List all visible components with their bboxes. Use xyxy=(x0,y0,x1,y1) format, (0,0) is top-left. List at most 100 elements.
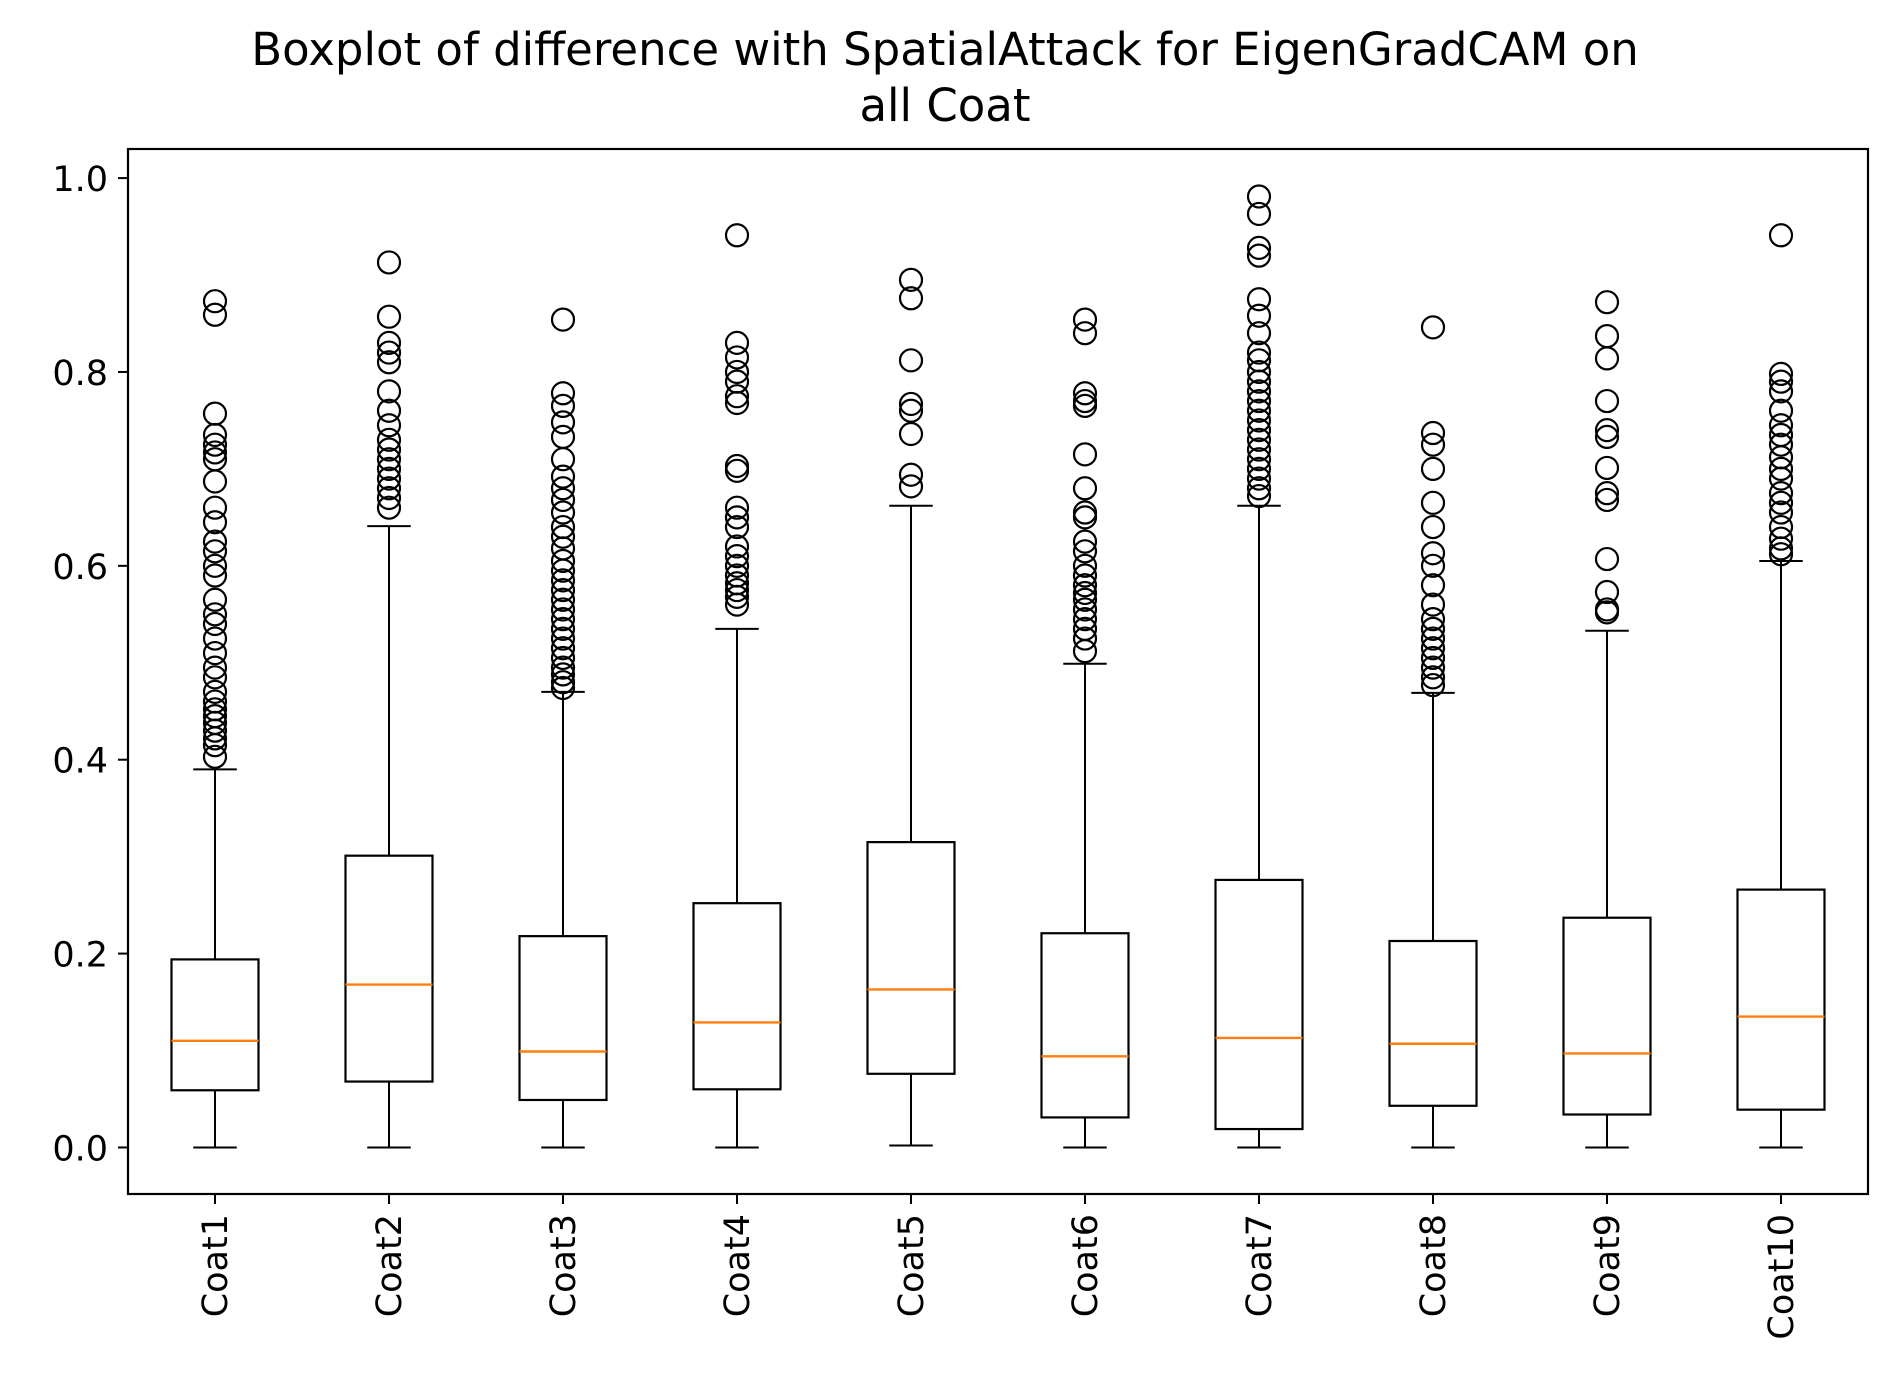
outlier-point xyxy=(550,381,576,406)
outlier-point xyxy=(1246,287,1272,312)
outlier-point xyxy=(202,611,228,637)
x-tick-label: Coat7 xyxy=(1240,1214,1280,1317)
outlier-point xyxy=(724,577,750,603)
outlier-point xyxy=(550,424,576,450)
y-tick-label: 0.0 xyxy=(52,1129,108,1169)
outlier-point xyxy=(724,534,750,559)
y-tick-label: 1.0 xyxy=(52,160,108,200)
outlier-point xyxy=(724,223,750,248)
outlier-point xyxy=(1420,432,1446,457)
outlier-point xyxy=(898,267,924,292)
outlier-point xyxy=(1246,466,1272,491)
outlier-point xyxy=(724,495,750,520)
outlier-point xyxy=(1072,607,1098,632)
outlier-point xyxy=(898,391,924,417)
outlier-point xyxy=(1246,379,1272,404)
outlier-point xyxy=(550,548,576,574)
box xyxy=(1562,916,1652,1116)
outlier-point xyxy=(1594,323,1620,349)
outlier-point xyxy=(1420,420,1446,446)
outlier-point xyxy=(376,340,402,365)
outlier-point xyxy=(898,462,924,487)
box xyxy=(1214,878,1304,1131)
outlier-point xyxy=(376,250,402,275)
outlier-point xyxy=(202,539,228,564)
y-tick-label: 0.6 xyxy=(52,548,108,588)
outlier-point xyxy=(1072,597,1098,622)
outlier-point xyxy=(724,453,750,479)
outlier-point xyxy=(202,587,228,612)
outlier-point xyxy=(376,456,402,481)
outlier-point xyxy=(1072,539,1098,564)
outlier-point xyxy=(202,432,228,457)
outlier-point xyxy=(202,553,228,578)
outlier-point xyxy=(1768,432,1794,457)
outlier-point xyxy=(202,422,228,448)
outlier-point xyxy=(202,401,228,426)
outlier-point xyxy=(1246,303,1272,328)
outlier-point xyxy=(202,440,228,465)
outlier-point xyxy=(1072,307,1098,332)
outlier-point xyxy=(1594,579,1620,605)
outlier-point xyxy=(1768,361,1794,386)
outlier-point xyxy=(1420,514,1446,540)
outlier-point xyxy=(1420,573,1446,598)
y-tick-label: 0.2 xyxy=(52,936,108,976)
x-tick-label: Coat8 xyxy=(1414,1214,1454,1317)
chart-title: Boxplot of difference with SpatialAttack… xyxy=(0,22,1890,134)
outlier-point xyxy=(1246,447,1272,472)
outlier-point xyxy=(550,464,576,489)
outlier-point xyxy=(1768,456,1794,481)
outlier-point xyxy=(898,421,924,447)
outlier-point xyxy=(550,393,576,418)
outlier-point xyxy=(898,348,924,373)
box xyxy=(866,841,956,1075)
outlier-point xyxy=(550,645,576,671)
outlier-point xyxy=(376,379,402,404)
outlier-point xyxy=(202,289,228,314)
outlier-point xyxy=(550,558,576,583)
outlier-point xyxy=(1768,379,1794,404)
outlier-point xyxy=(376,330,402,355)
chart-title-line-2: all Coat xyxy=(859,79,1031,132)
outlier-point xyxy=(898,286,924,311)
outlier-point xyxy=(376,476,402,501)
outlier-point xyxy=(1768,500,1794,525)
outlier-point xyxy=(1420,655,1446,680)
outlier-point xyxy=(1072,587,1098,612)
outlier-point xyxy=(550,447,576,472)
outlier-point xyxy=(1768,413,1794,438)
outlier-point xyxy=(1420,626,1446,651)
outlier-point xyxy=(202,733,228,758)
outlier-point xyxy=(1420,665,1446,690)
box xyxy=(1736,888,1826,1111)
outlier-point xyxy=(376,304,402,329)
outlier-point xyxy=(202,563,228,588)
outlier-point xyxy=(550,577,576,603)
outlier-point xyxy=(724,505,750,530)
outlier-point xyxy=(550,514,576,540)
outlier-point xyxy=(550,487,576,513)
outlier-point xyxy=(550,636,576,661)
outlier-point xyxy=(724,390,750,416)
outlier-point xyxy=(550,307,576,332)
outlier-point xyxy=(1246,418,1272,443)
x-tick-label: Coat3 xyxy=(544,1214,584,1317)
outlier-point xyxy=(1594,290,1620,315)
x-tick-label: Coat10 xyxy=(1762,1214,1802,1340)
y-tick-label: 0.4 xyxy=(52,742,108,782)
outlier-point xyxy=(1072,393,1098,418)
outlier-point xyxy=(724,359,750,385)
outlier-point xyxy=(202,718,228,743)
outlier-point xyxy=(1768,481,1794,506)
outlier-point xyxy=(202,640,228,666)
outlier-point xyxy=(550,597,576,622)
outlier-point xyxy=(202,626,228,651)
x-tick-label: Coat9 xyxy=(1588,1214,1628,1317)
outlier-point xyxy=(1420,636,1446,661)
outlier-point xyxy=(202,744,228,769)
outlier-point xyxy=(1072,626,1098,651)
outlier-point xyxy=(202,529,228,554)
outlier-point xyxy=(724,384,750,409)
